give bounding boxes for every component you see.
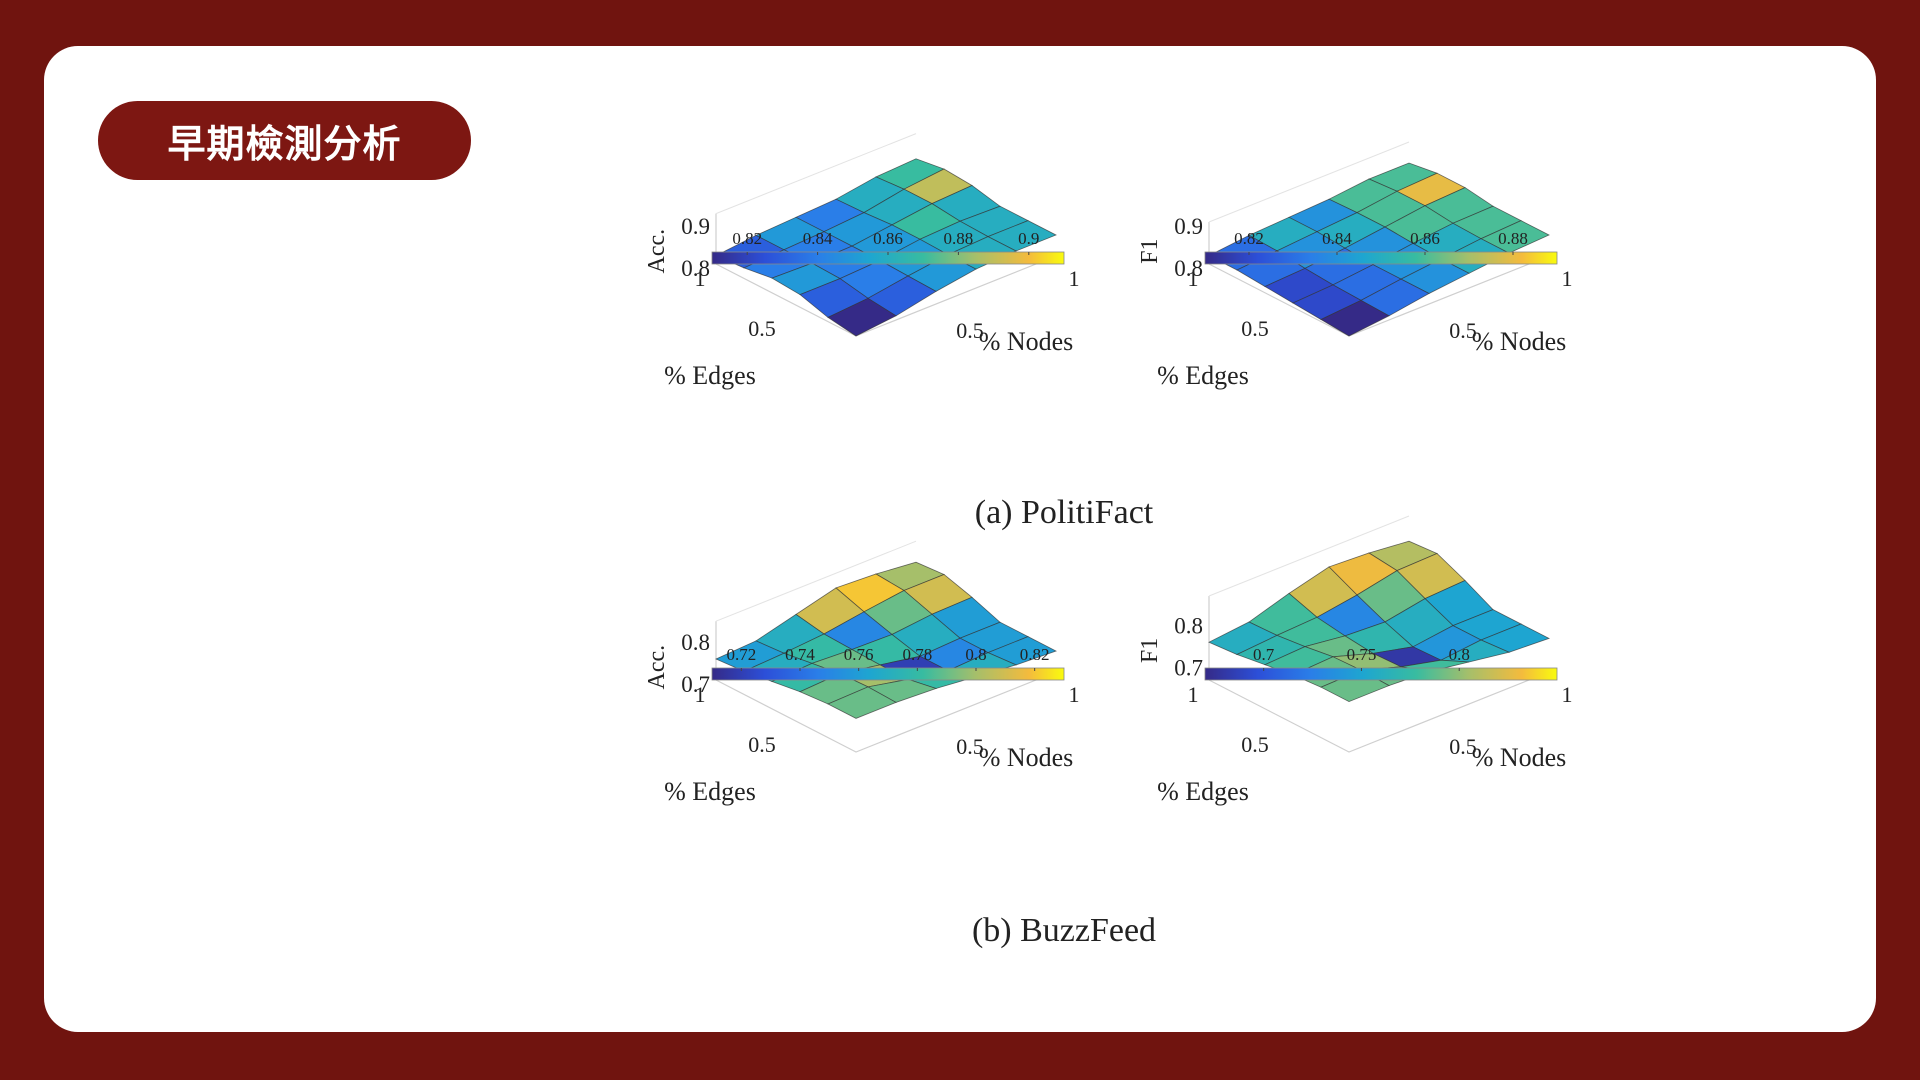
z-tick-label: 0.8 <box>681 256 710 281</box>
y-tick-label: 1 <box>1562 266 1573 291</box>
chart-politifact-acc: 0.82 0.84 0.86 0.88 0.9 0.8 0.9 Acc. 1 0.5 0.5 1 % E… <box>644 133 1080 390</box>
colorbar-tick-label: 0.84 <box>803 229 833 248</box>
surface-cell <box>1320 299 1390 337</box>
axis-back-line <box>715 133 917 215</box>
caption-politifact: (a) PolitiFact <box>975 494 1154 531</box>
chart-buzzfeed-f1: 0.7 0.75 0.8 0.7 0.8 F1 1 0.5 0.5 1 % Edges % Nodes <box>1137 515 1573 806</box>
y-tick-label: 1 <box>1069 266 1080 291</box>
axis-back-line <box>1208 141 1410 223</box>
colorbar <box>1204 667 1558 681</box>
x-tick-label: 0.5 <box>1241 316 1269 341</box>
y-tick-label: 1 <box>1562 682 1573 707</box>
z-axis-label: Acc. <box>644 229 670 274</box>
colorbar-tick-label: 0.8 <box>965 645 986 664</box>
caption-buzzfeed: (b) BuzzFeed <box>972 912 1156 949</box>
x-tick-label: 0.5 <box>1241 732 1269 757</box>
colorbar-tick-label: 0.82 <box>1234 229 1264 248</box>
x-tick-label: 1 <box>695 266 706 291</box>
z-tick-label: 0.7 <box>1174 655 1203 680</box>
slide-title: 早期檢測分析 <box>167 122 402 166</box>
z-axis-label: Acc. <box>644 645 670 690</box>
colorbar-tick-label: 0.9 <box>1018 229 1039 248</box>
x-axis-label: % Edges <box>664 361 756 390</box>
colorbar <box>711 667 1065 681</box>
y-axis-label: % Nodes <box>979 327 1074 356</box>
x-tick-label: 1 <box>1188 266 1199 291</box>
colorbar-tick-label: 0.7 <box>1253 645 1275 664</box>
y-tick-label: 0.5 <box>1449 318 1477 343</box>
y-axis-label: % Nodes <box>979 743 1074 772</box>
y-axis-label: % Nodes <box>1472 327 1567 356</box>
y-tick-label: 0.5 <box>956 318 984 343</box>
colorbar-tick-label: 0.86 <box>873 229 903 248</box>
x-axis-label: % Edges <box>1157 777 1249 806</box>
chart-politifact-f1: 0.82 0.84 0.86 0.88 0.8 0.9 F1 1 0.5 0.5 1 % Edges%… <box>1137 141 1573 390</box>
z-axis-label: F1 <box>1137 239 1163 264</box>
colorbar-tick-label: 0.74 <box>785 645 815 664</box>
z-tick-label: 0.9 <box>1174 214 1203 239</box>
axis-floor-line <box>1208 671 1550 753</box>
x-tick-label: 0.5 <box>748 316 776 341</box>
y-tick-label: 0.5 <box>956 734 984 759</box>
figure-canvas: 0.82 0.84 0.86 0.88 0.9 0.8 0.9 Acc. 1 0.5 0.5 1 % E… <box>644 133 1573 949</box>
colorbar-tick-label: 0.84 <box>1322 229 1352 248</box>
y-tick-label: 1 <box>1069 682 1080 707</box>
axis-back-line <box>715 540 917 622</box>
surface-cell <box>827 686 897 719</box>
z-tick-label: 0.8 <box>1174 613 1203 638</box>
colorbar-tick-label: 0.86 <box>1410 229 1440 248</box>
z-tick-label: 0.8 <box>1174 256 1203 281</box>
colorbar-tick-label: 0.82 <box>732 229 762 248</box>
x-tick-label: 0.5 <box>748 732 776 757</box>
colorbar-tick-label: 0.78 <box>902 645 932 664</box>
colorbar-tick-label: 0.8 <box>1449 645 1470 664</box>
y-axis-label: % Nodes <box>1472 743 1567 772</box>
x-axis-label: % Edges <box>664 777 756 806</box>
x-tick-label: 1 <box>1188 682 1199 707</box>
axis-floor-line <box>715 671 1057 753</box>
slide-title-pill: 早期檢測分析 <box>98 101 471 180</box>
colorbar <box>1204 251 1558 265</box>
chart-buzzfeed-acc: 0.72 0.74 0.76 0.78 0.8 0.82 0.7 0.8 Acc. 1 0.5 0.5… <box>644 540 1080 806</box>
z-axis-label: F1 <box>1137 638 1163 663</box>
x-tick-label: 1 <box>695 682 706 707</box>
y-tick-label: 0.5 <box>1449 734 1477 759</box>
axis-back-line <box>1208 515 1410 597</box>
surface-cell <box>827 297 897 337</box>
z-tick-label: 0.9 <box>681 214 710 239</box>
colorbar-tick-label: 0.88 <box>944 229 974 248</box>
colorbar-tick-label: 0.75 <box>1347 645 1377 664</box>
slide-card: 早期檢測分析 0.82 0.84 0.86 0.88 0.9 0.8 0.9 Acc. 1 0.5… <box>44 46 1876 1032</box>
colorbar-tick-label: 0.72 <box>726 645 756 664</box>
colorbar-tick-label: 0.82 <box>1020 645 1050 664</box>
z-tick-label: 0.7 <box>681 672 710 697</box>
z-tick-label: 0.8 <box>681 630 710 655</box>
colorbar-tick-label: 0.76 <box>844 645 874 664</box>
x-axis-label: % Edges <box>1157 361 1249 390</box>
colorbar-tick-label: 0.88 <box>1498 229 1528 248</box>
